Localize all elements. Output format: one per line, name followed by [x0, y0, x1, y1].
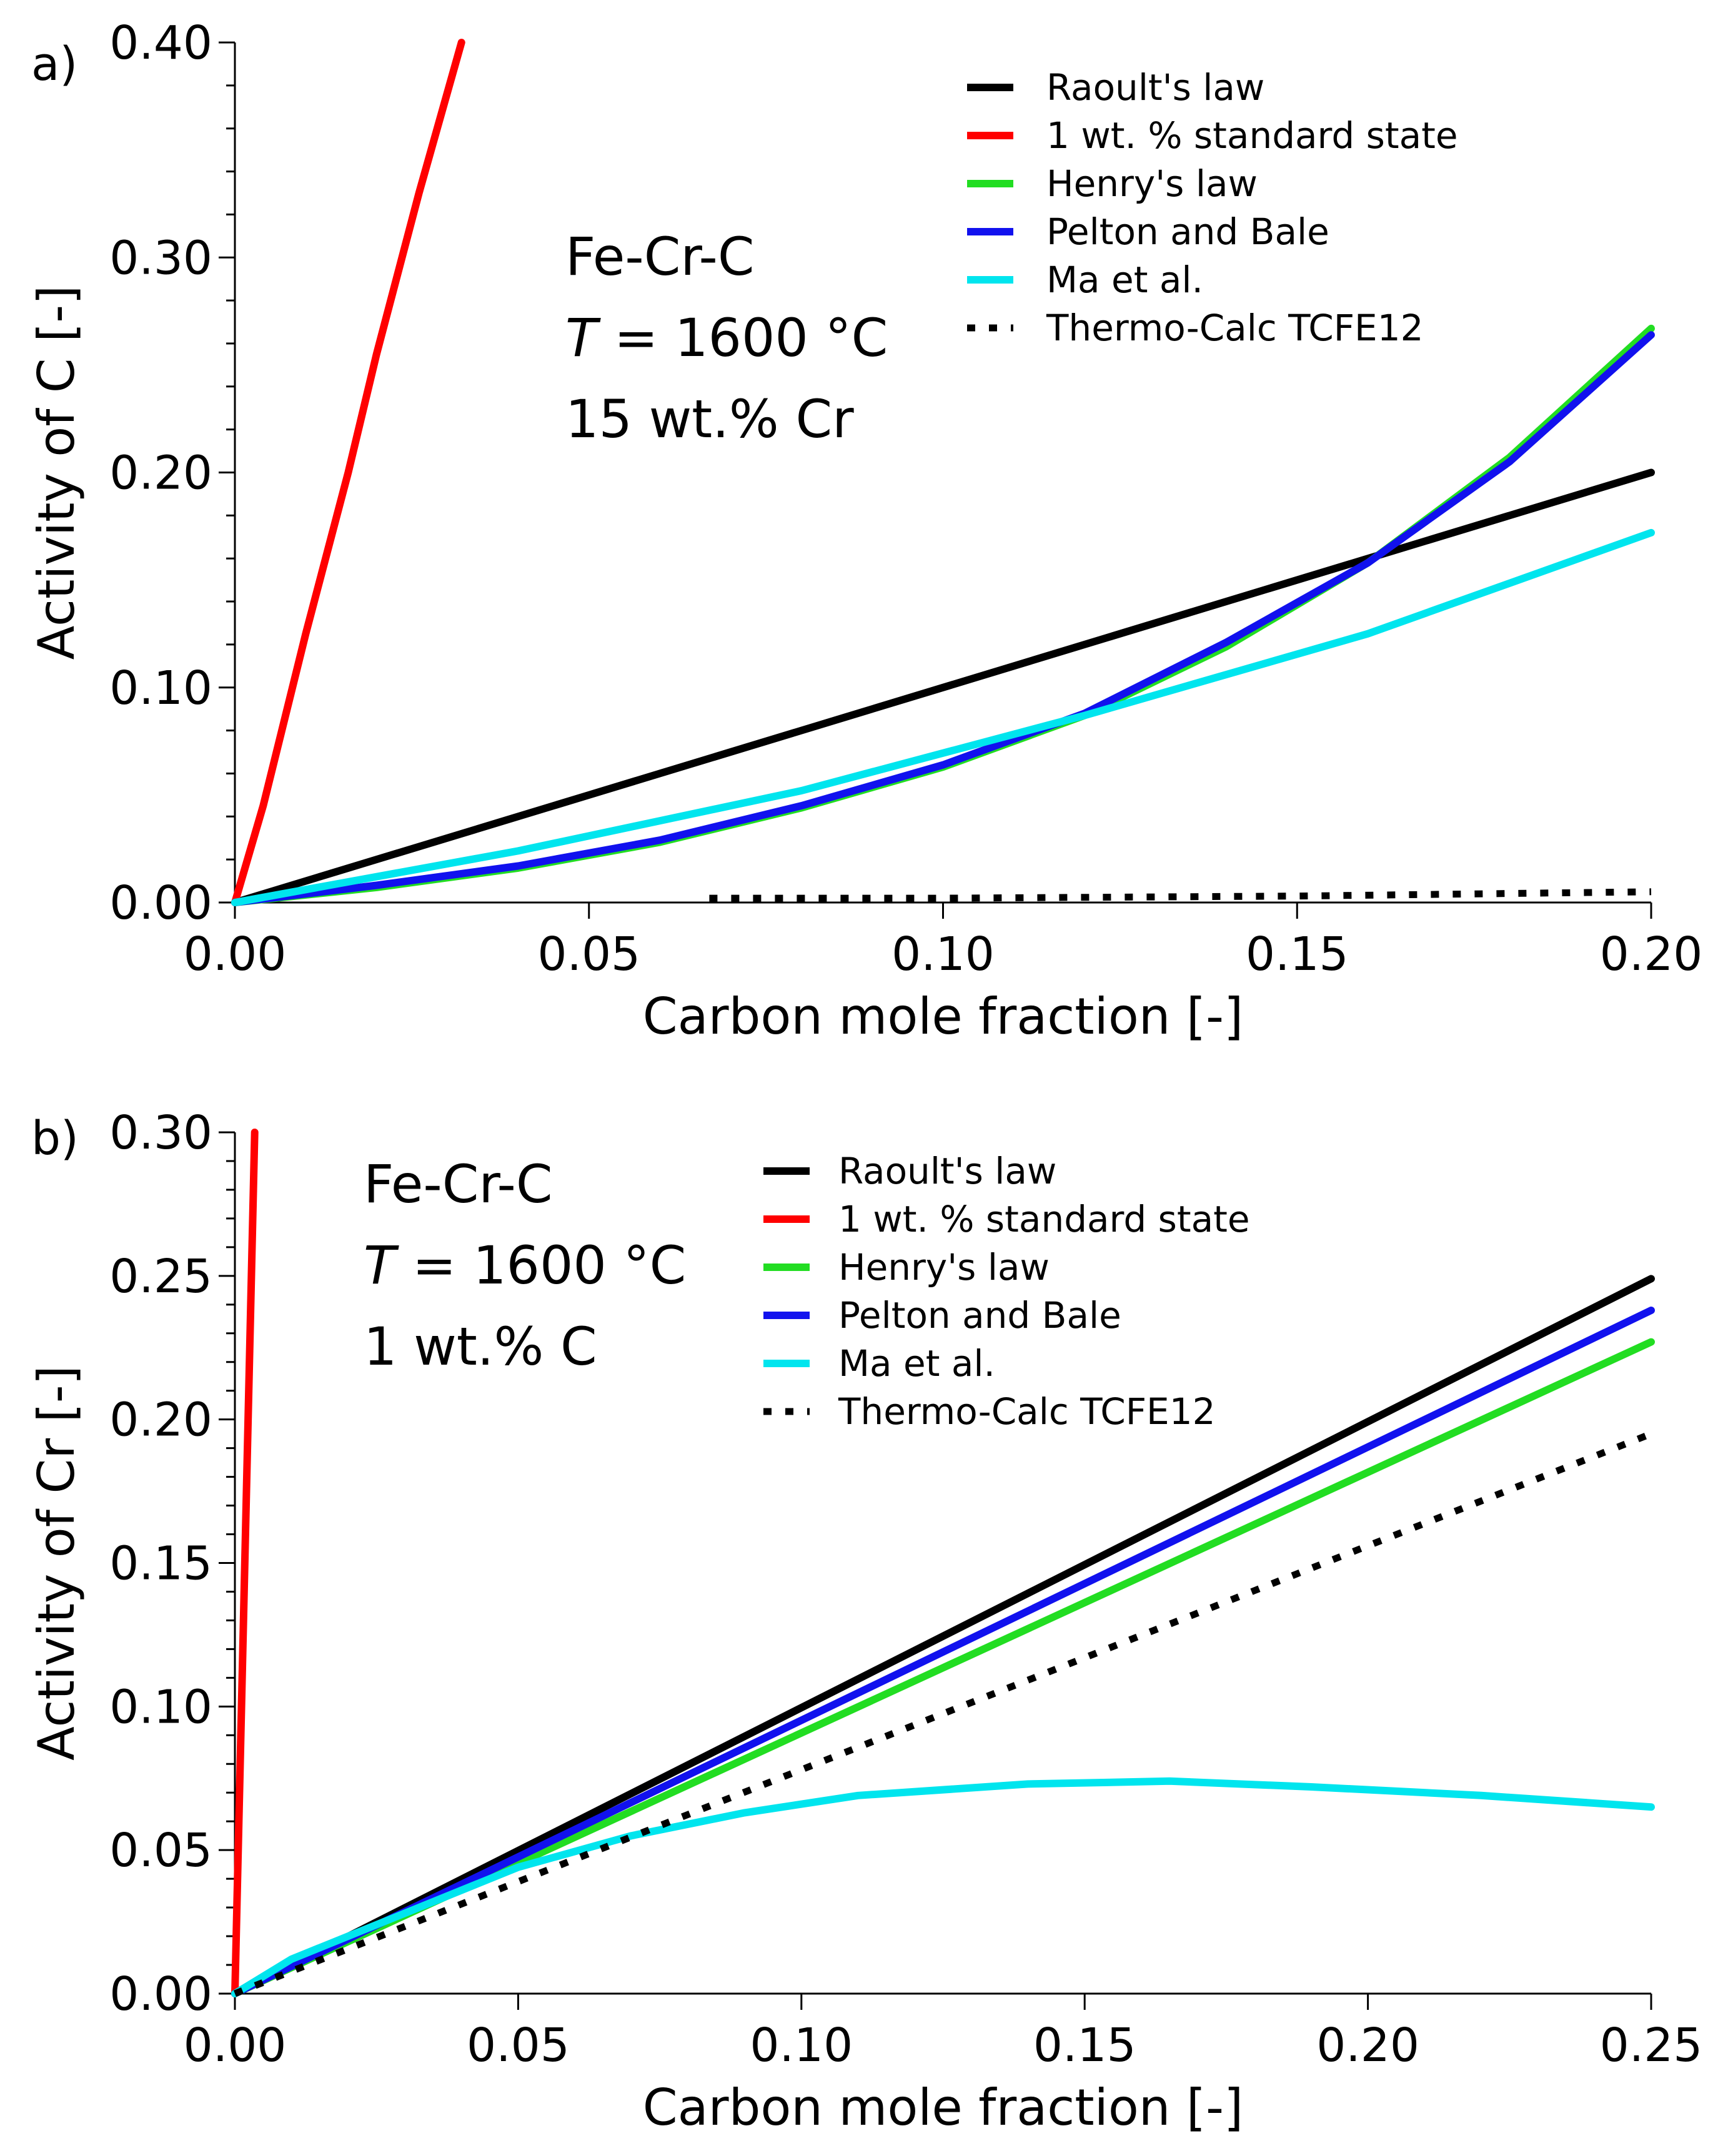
panel-b-legend-label: 1 wt. % standard state [838, 1198, 1250, 1240]
panel-a-y-tick-label: 0.20 [109, 447, 212, 500]
panel-b-x-tick-label: 0.25 [1600, 2019, 1703, 2072]
panel-b-x-tick-label: 0.20 [1316, 2019, 1419, 2072]
panel-a-annotation-temperature: T = 1600 °C [565, 307, 888, 368]
panel-b-x-tick-label: 0.10 [750, 2019, 853, 2072]
panel-b-legend-label: Henry's law [838, 1246, 1050, 1288]
panel-b-y-tick-label: 0.15 [109, 1537, 212, 1591]
panel-b-y-tick-label: 0.10 [109, 1680, 212, 1734]
panel-a-series-1-wt-standard-state [231, 39, 465, 906]
panel-a-y-tick-label: 0.30 [109, 231, 212, 285]
panel-a-legend-label: 1 wt. % standard state [1046, 114, 1458, 157]
panel-a-y-tick-label: 0.00 [109, 876, 212, 930]
panel-a-annotation-temperature-value: = 1600 °C [597, 307, 888, 368]
panel-b-series-ma-et-al [231, 1777, 1655, 1997]
panel-a-legend-label: Raoult's law [1046, 66, 1264, 109]
panel-b-y-tick-label: 0.00 [109, 1967, 212, 2021]
panel-a-x-tick-label: 0.10 [891, 927, 995, 981]
panel-a-legend-label: Henry's law [1046, 162, 1258, 205]
panel-b-series-1-wt-standard-state [231, 1129, 259, 1997]
panel-a-series-thermo-calc-tcfe12 [709, 888, 1652, 902]
panel-b-legend-label: Pelton and Bale [838, 1294, 1121, 1337]
panel-b-legend-label: Ma et al. [838, 1342, 995, 1385]
panel-a-annotation-temperature-symbol: T [565, 307, 601, 368]
panel-a-panel-label: a) [31, 37, 77, 91]
panel-b-y-tick-label: 0.30 [109, 1106, 212, 1160]
panel-a-annotation-composition: 15 wt.% Cr [565, 388, 854, 450]
panel-b-annotation-temperature: T = 1600 °C [364, 1235, 686, 1296]
panel-b-y-tick-label: 0.05 [109, 1824, 212, 1877]
panel-b: 0.00 0.05 0.10 0.15 0.20 0.25 0.30 0.00 0.05 0.10… [27, 1106, 1702, 2137]
panel-a-x-tick-label: 0.05 [537, 927, 640, 981]
panel-b-legend-label: Thermo-Calc TCFE12 [838, 1390, 1216, 1433]
panel-b-x-tick-label: 0.00 [184, 2019, 287, 2072]
panel-a-legend-label: Thermo-Calc TCFE12 [1046, 307, 1424, 349]
panel-b-x-tick-label: 0.15 [1033, 2019, 1136, 2072]
panel-b-x-axis-label: Carbon mole fraction [-] [643, 2079, 1243, 2137]
panel-a-annotation-system: Fe-Cr-C [565, 226, 755, 287]
panel-a-series-raoult-s-law [231, 468, 1655, 906]
panel-b-annotation-temperature-value: = 1600 °C [395, 1235, 686, 1296]
panel-a-series-pelton-and-bale [231, 331, 1655, 906]
panel-b-legend-label: Raoult's law [838, 1150, 1056, 1192]
panel-b-y-axis-label: Activity of Cr [-] [27, 1365, 86, 1761]
panel-b-series-pelton-and-bale [231, 1307, 1655, 1997]
panel-a-series-henry-s-law [231, 324, 1655, 906]
panel-a-x-tick-label: 0.15 [1246, 927, 1349, 981]
panel-a-y-tick-label: 0.40 [109, 16, 212, 70]
panel-a-x-tick-label: 0.00 [184, 927, 287, 981]
panel-a-legend-label: Ma et al. [1046, 259, 1203, 301]
panel-b-y-tick-label: 0.25 [109, 1250, 212, 1303]
panel-b-panel-label: b) [31, 1112, 79, 1165]
panel-a-series-ma-et-al [231, 528, 1655, 906]
panel-b-annotation-composition: 1 wt.% C [364, 1316, 597, 1377]
panel-b-y-tick-label: 0.20 [109, 1393, 212, 1447]
panel-a-legend-label: Pelton and Bale [1046, 210, 1329, 253]
panel-b-series-thermo-calc-tcfe12 [233, 1430, 1653, 1997]
panel-a-y-axis-label: Activity of C [-] [27, 285, 86, 660]
panel-a-x-axis-label: Carbon mole fraction [-] [643, 987, 1243, 1046]
panel-b-annotation-system: Fe-Cr-C [364, 1154, 553, 1215]
panel-b-annotation-temperature-symbol: T [364, 1235, 399, 1296]
panel-b-series-raoult-s-law [231, 1275, 1655, 1997]
panel-a: 0.00 0.10 0.20 0.30 0.40 0.00 0.05 0.10 0.15 0.20… [27, 16, 1702, 1046]
panel-a-x-tick-label: 0.20 [1600, 927, 1703, 981]
panel-b-x-tick-label: 0.05 [467, 2019, 570, 2072]
panel-a-y-tick-label: 0.10 [109, 661, 212, 715]
